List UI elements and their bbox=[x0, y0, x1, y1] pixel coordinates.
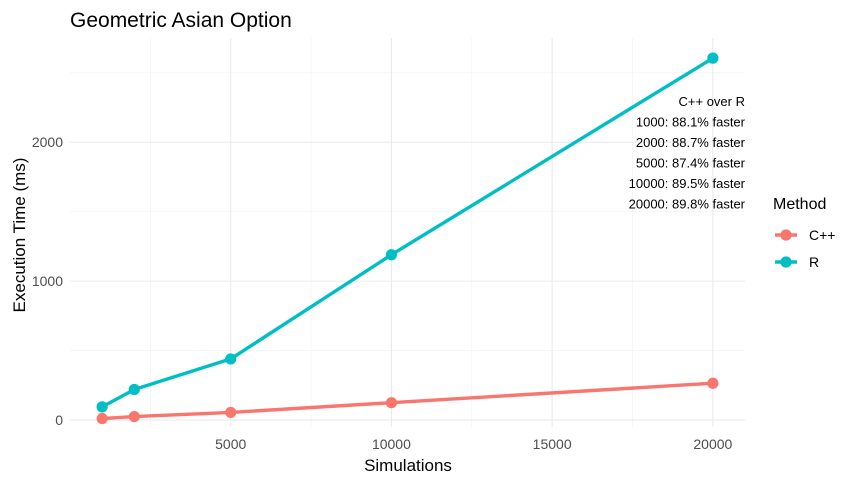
data-point-r bbox=[128, 383, 140, 396]
annotation-line: 1000: 88.1% faster bbox=[636, 115, 746, 130]
data-point-cpp bbox=[385, 397, 398, 409]
series-line-r bbox=[101, 56, 714, 409]
annotation-block: C++ over R 1000: 88.1% faster 2000: 88.7% … bbox=[629, 94, 746, 212]
series-layer bbox=[96, 52, 719, 425]
x-tick-label: 5000 bbox=[215, 436, 246, 452]
data-point-cpp bbox=[96, 412, 108, 425]
annotation-line: 5000: 87.4% faster bbox=[636, 156, 746, 171]
legend: Method C++ R bbox=[773, 196, 835, 270]
legend-key-point-r bbox=[780, 256, 792, 268]
annotation-line: 20000: 89.8% faster bbox=[629, 197, 746, 212]
data-point-r bbox=[385, 249, 398, 261]
y-tick-label: 0 bbox=[55, 412, 63, 428]
x-tick-label: 10000 bbox=[372, 436, 411, 452]
y-tick-label: 1000 bbox=[32, 273, 63, 289]
x-axis-ticks: 5000 10000 15000 20000 bbox=[215, 436, 732, 452]
x-tick-label: 15000 bbox=[533, 436, 572, 452]
data-point-r bbox=[96, 401, 108, 413]
legend-key-point-cpp bbox=[780, 229, 792, 241]
data-point-r bbox=[225, 353, 237, 365]
legend-label-cpp: C++ bbox=[809, 227, 835, 243]
chart-title: Geometric Asian Option bbox=[70, 9, 292, 32]
legend-title: Method bbox=[773, 196, 826, 213]
x-axis-title: Simulations bbox=[364, 456, 452, 475]
y-axis-title: Execution Time (ms) bbox=[10, 158, 29, 313]
legend-label-r: R bbox=[809, 254, 819, 270]
grid bbox=[70, 38, 745, 427]
data-point-cpp bbox=[707, 377, 719, 389]
annotation-line: 10000: 89.5% faster bbox=[629, 176, 746, 191]
annotation-line: 2000: 88.7% faster bbox=[636, 135, 746, 150]
data-point-r bbox=[707, 52, 719, 64]
y-axis-ticks: 0 1000 2000 bbox=[32, 134, 63, 428]
series-line-cpp bbox=[102, 381, 713, 421]
y-tick-label: 2000 bbox=[32, 134, 63, 150]
data-point-cpp bbox=[225, 406, 237, 419]
annotation-heading: C++ over R bbox=[679, 94, 745, 109]
data-point-cpp bbox=[128, 410, 140, 423]
x-tick-label: 20000 bbox=[693, 436, 732, 452]
